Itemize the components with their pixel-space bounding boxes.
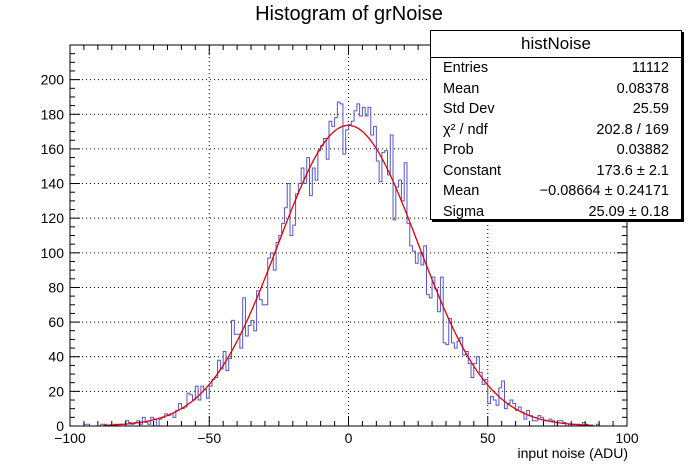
stats-key: Entries xyxy=(443,60,489,76)
x-tick-label: −100 xyxy=(54,430,86,446)
y-tick-label: 180 xyxy=(41,106,65,122)
stats-box-title: histNoise xyxy=(431,31,681,58)
x-tick-label: 100 xyxy=(615,430,639,446)
stats-row: Entries 11112 xyxy=(431,58,681,79)
stats-box: histNoise Entries 11112 Mean 0.08378 Std Dev… xyxy=(430,30,682,220)
y-tick-label: 80 xyxy=(48,279,64,295)
stats-value: 173.6 ± 2.1 xyxy=(596,162,669,179)
stats-value: 25.59 xyxy=(632,101,669,117)
stats-value: −0.08664 ± 0.24171 xyxy=(539,183,669,199)
gaussian-fit-curve xyxy=(103,124,594,427)
stats-value: 202.8 / 169 xyxy=(596,121,669,138)
stats-key: Mean xyxy=(443,183,480,199)
stats-key: Prob xyxy=(443,142,474,158)
stats-key: Mean xyxy=(443,80,480,97)
stats-key: Sigma xyxy=(443,203,485,220)
stats-row: Sigma 25.09 ± 0.18 xyxy=(431,202,681,223)
stats-value: 0.03882 xyxy=(616,142,669,158)
y-tick-label: 120 xyxy=(41,210,65,226)
y-tick-label: 100 xyxy=(41,245,65,261)
stats-row: Mean −0.08664 ± 0.24171 xyxy=(431,181,681,202)
stats-rows: Entries 11112 Mean 0.08378 Std Dev 25.59 χ² / … xyxy=(431,58,681,222)
stats-key: χ² / ndf xyxy=(443,121,488,138)
x-tick-label: −50 xyxy=(197,430,221,446)
chart-title: Histogram of grNoise xyxy=(255,3,443,25)
y-tick-label: 60 xyxy=(48,314,64,330)
x-axis-title: input noise (ADU) xyxy=(517,445,629,461)
x-tick-label: 50 xyxy=(480,430,496,446)
stats-row: Prob 0.03882 xyxy=(431,140,681,161)
stats-value: 11112 xyxy=(631,60,669,76)
x-tick-label: 0 xyxy=(345,430,353,446)
histogram-bars xyxy=(83,101,600,427)
y-tick-label: 40 xyxy=(48,349,64,365)
y-tick-label: 200 xyxy=(41,72,65,88)
y-tick-label: 140 xyxy=(41,176,65,192)
stats-key: Constant xyxy=(443,162,502,179)
stats-value: 0.08378 xyxy=(616,80,669,97)
fit-curve-line xyxy=(103,124,594,427)
stats-key: Std Dev xyxy=(443,101,495,117)
stats-row: Std Dev 25.59 xyxy=(431,99,681,120)
y-tick-label: 160 xyxy=(41,141,65,157)
y-tick-label: 0 xyxy=(56,418,64,434)
stats-row: χ² / ndf 202.8 / 169 xyxy=(431,120,681,141)
histogram-series xyxy=(83,101,600,427)
stats-value: 25.09 ± 0.18 xyxy=(588,203,669,220)
stats-row: Constant 173.6 ± 2.1 xyxy=(431,161,681,182)
stats-row: Mean 0.08378 xyxy=(431,79,681,100)
y-tick-label: 20 xyxy=(48,383,64,399)
